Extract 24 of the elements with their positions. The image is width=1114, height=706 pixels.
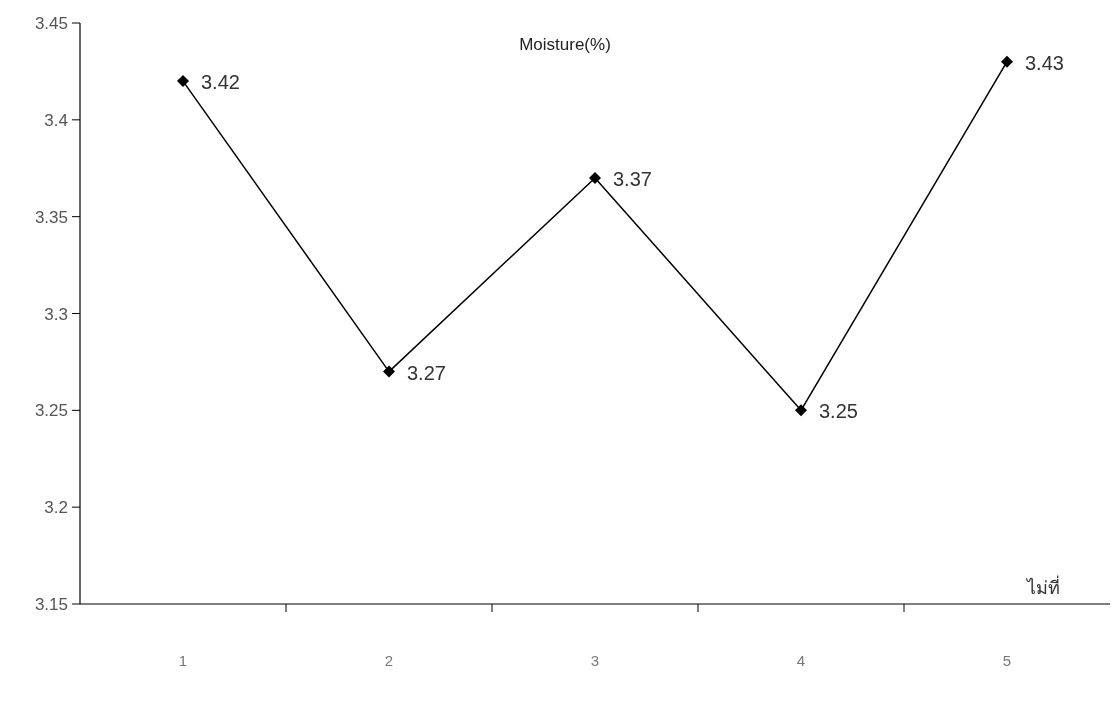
point — [795, 404, 807, 417]
data-label: 3.27 — [407, 361, 446, 384]
y-tick-label: 3.35 — [34, 207, 68, 227]
y-tick-label: 3.4 — [44, 110, 68, 130]
x-tick-label: 1 — [178, 652, 188, 669]
y-tick-label: 3.3 — [44, 304, 68, 324]
point — [1001, 55, 1013, 68]
point — [383, 365, 395, 378]
data-label: 3.37 — [613, 167, 652, 190]
point — [177, 75, 189, 88]
x-tick-label: 2 — [384, 652, 394, 669]
data-label: 3.42 — [201, 71, 240, 94]
x-tick-label: 4 — [796, 652, 806, 669]
y-tick-label: 3.25 — [34, 401, 68, 421]
x-tick-label: 5 — [1002, 652, 1012, 669]
data-label: 3.43 — [1025, 51, 1064, 74]
y-tick-label: 3.45 — [34, 14, 68, 33]
text: Moisture(%) — [519, 35, 611, 54]
x-axis-title: ไม่ที่ — [1025, 575, 1060, 598]
point — [589, 171, 601, 184]
data-label: 3.25 — [819, 400, 858, 423]
x-tick-label: 3 — [590, 652, 600, 669]
y-tick-label: 3.15 — [34, 595, 68, 614]
y-tick-label: 3.2 — [44, 498, 68, 518]
